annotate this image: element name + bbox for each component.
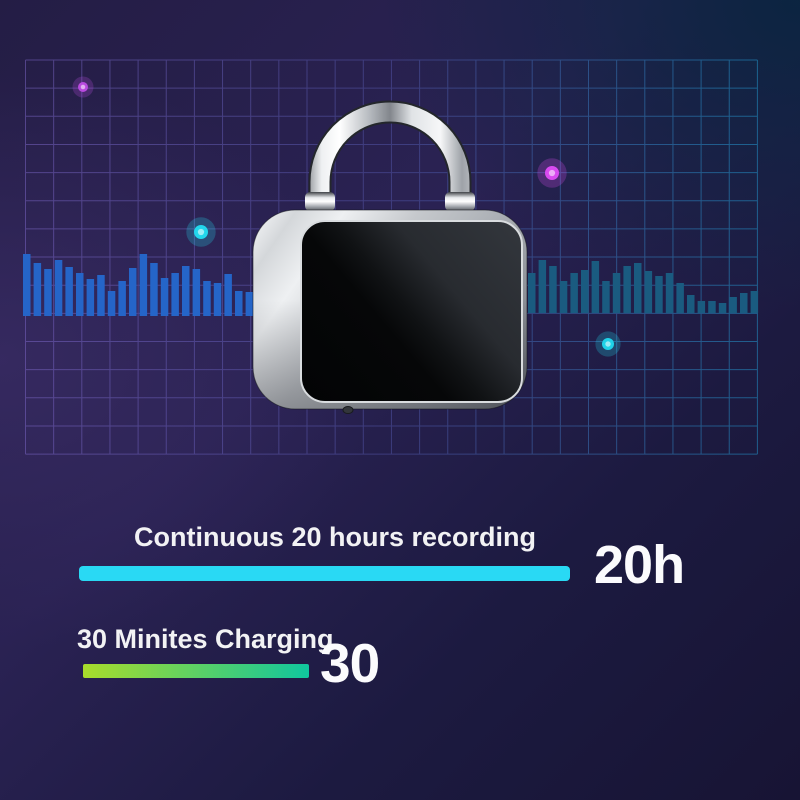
- shackle-icon: [310, 102, 470, 209]
- recording-hours-value: 20h: [594, 535, 685, 595]
- audio-waveform-left: [23, 254, 275, 316]
- lock-front-glass: [300, 220, 523, 403]
- recording-progress-bar: [79, 566, 570, 581]
- audio-waveform-right: [528, 260, 759, 313]
- charging-minutes-value: 30: [320, 632, 380, 694]
- recording-feature-label: Continuous 20 hours recording: [133, 522, 537, 552]
- charging-feature-label: 30 Minites Charging: [77, 624, 334, 654]
- padlock-device-image: [252, 100, 528, 414]
- glow-dots: [72, 76, 621, 357]
- lock-bottom-knob: [342, 406, 354, 414]
- charging-progress-bar: [83, 664, 309, 678]
- shackle-collar-left: [305, 192, 335, 211]
- shackle-collar-right: [445, 192, 475, 211]
